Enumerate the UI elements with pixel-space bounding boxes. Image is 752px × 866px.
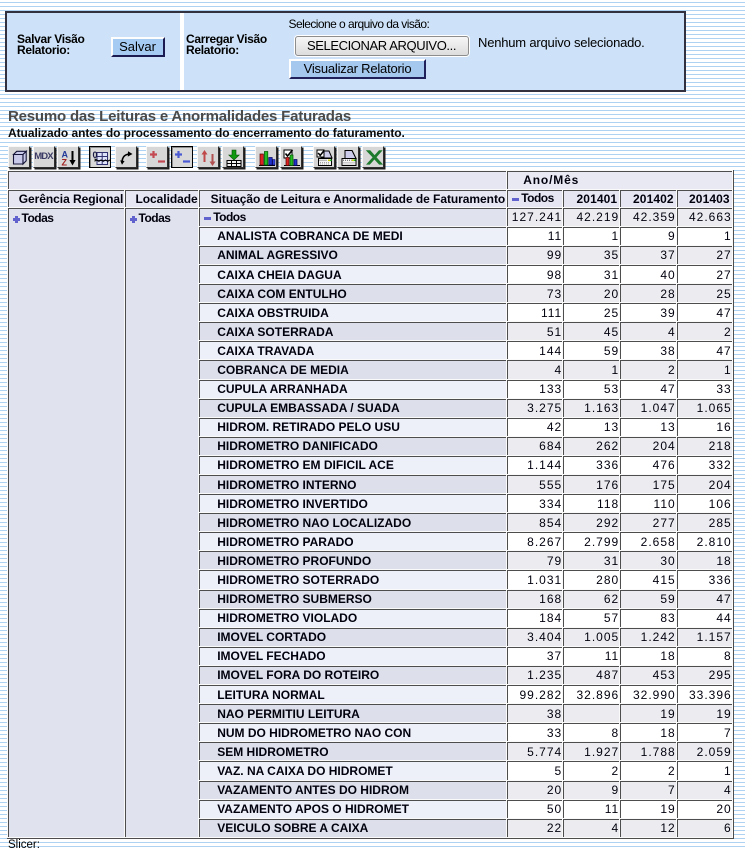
svg-text:0: 0 xyxy=(93,150,98,160)
svg-text:Z: Z xyxy=(61,158,67,168)
svg-text:A: A xyxy=(61,150,68,160)
